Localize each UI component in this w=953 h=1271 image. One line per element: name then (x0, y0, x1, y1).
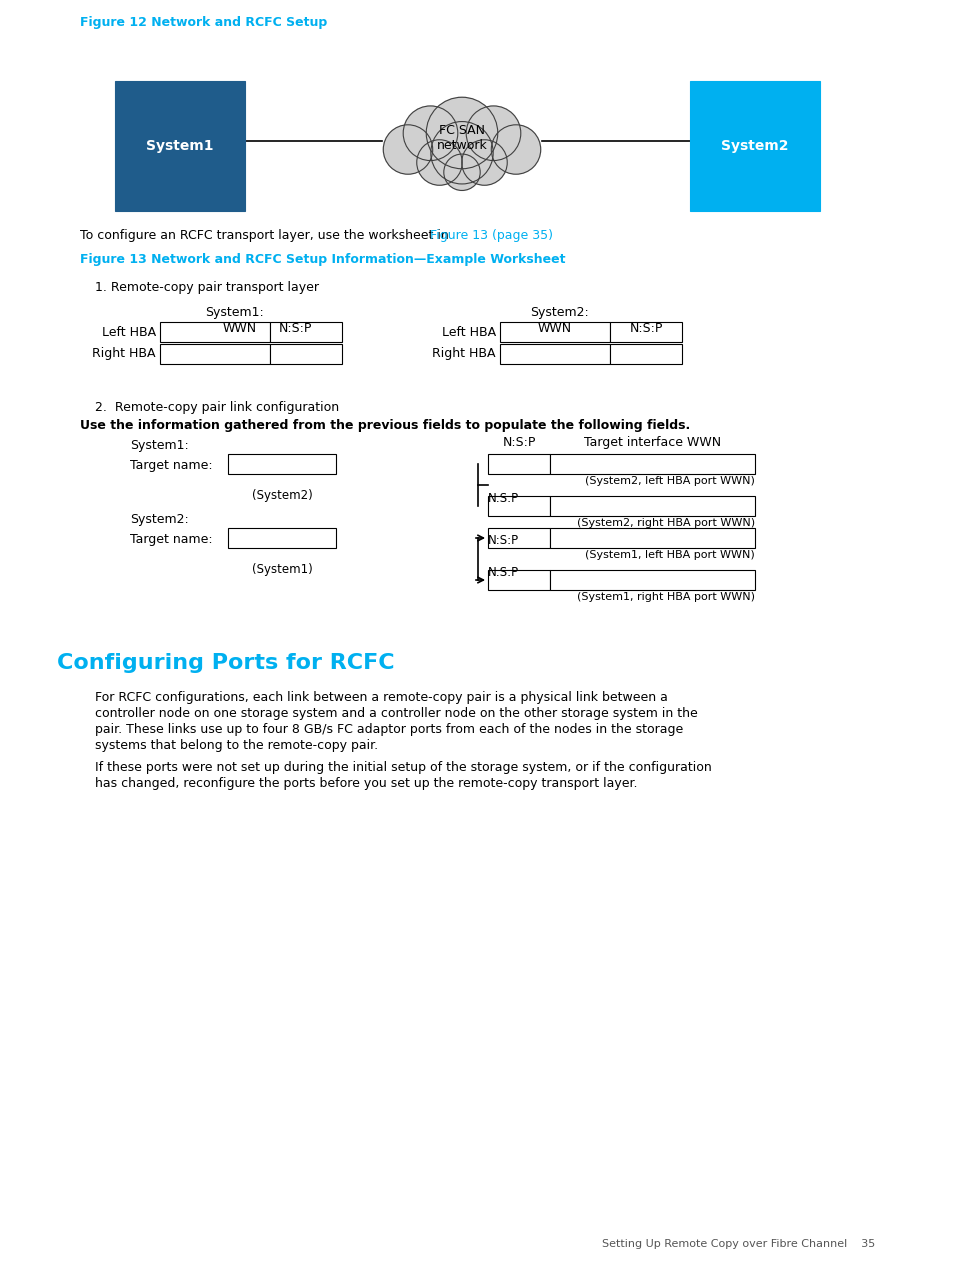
Bar (488, 569, 550, 590)
Bar (488, 454, 550, 474)
Text: has changed, reconfigure the ports before you set up the remote-copy transport l: has changed, reconfigure the ports befor… (95, 777, 637, 791)
Bar (550, 454, 754, 474)
Text: System1:: System1: (130, 438, 189, 452)
Text: System1: System1 (146, 139, 213, 153)
Bar (609, 344, 681, 364)
Text: Left HBA: Left HBA (102, 325, 156, 338)
Bar (609, 322, 681, 342)
Text: Right HBA: Right HBA (432, 347, 496, 361)
Bar (550, 569, 754, 590)
Bar (499, 322, 609, 342)
Text: WWN: WWN (223, 322, 256, 336)
Text: System2:: System2: (130, 513, 189, 526)
Text: controller node on one storage system and a controller node on the other storage: controller node on one storage system an… (95, 707, 697, 719)
Circle shape (403, 105, 457, 160)
Circle shape (443, 154, 479, 191)
Bar (499, 344, 609, 364)
Bar (488, 527, 550, 548)
Circle shape (383, 125, 433, 174)
Text: (System1): (System1) (252, 563, 312, 576)
Text: Use the information gathered from the previous fields to populate the following : Use the information gathered from the pr… (80, 419, 690, 432)
Text: pair. These links use up to four 8 GB/s FC adaptor ports from each of the nodes : pair. These links use up to four 8 GB/s … (95, 723, 682, 736)
Bar (550, 496, 754, 516)
Text: System1:: System1: (205, 306, 263, 319)
Circle shape (431, 122, 493, 184)
Bar (228, 454, 335, 474)
Bar (550, 527, 754, 548)
Bar (115, 81, 245, 211)
Circle shape (466, 105, 520, 160)
Bar (270, 344, 341, 364)
Text: 1. Remote-copy pair transport layer: 1. Remote-copy pair transport layer (95, 281, 318, 294)
Text: Figure 13 Network and RCFC Setup Information—Example Worksheet: Figure 13 Network and RCFC Setup Informa… (80, 253, 565, 266)
Text: Target interface WWN: Target interface WWN (583, 436, 720, 449)
Circle shape (416, 140, 462, 186)
Bar (160, 344, 270, 364)
Text: Configuring Ports for RCFC: Configuring Ports for RCFC (57, 653, 395, 674)
Text: Figure 13 (page 35): Figure 13 (page 35) (430, 229, 553, 241)
Bar (160, 322, 270, 342)
Text: WWN: WWN (537, 322, 572, 336)
Text: N:S:P: N:S:P (629, 322, 662, 336)
Bar (228, 527, 335, 548)
Text: N:S:P: N:S:P (278, 322, 312, 336)
Text: (System2, right HBA port WWN): (System2, right HBA port WWN) (577, 519, 754, 527)
Text: FC SAN
network: FC SAN network (436, 125, 487, 153)
Circle shape (426, 98, 497, 169)
Text: Target name:: Target name: (130, 533, 213, 547)
Text: To configure an RCFC transport layer, use the worksheet in: To configure an RCFC transport layer, us… (80, 229, 453, 241)
Text: System2: System2 (720, 139, 788, 153)
Bar (488, 496, 550, 516)
Text: 2.  Remote-copy pair link configuration: 2. Remote-copy pair link configuration (95, 400, 338, 414)
Text: N:S:P: N:S:P (488, 492, 518, 505)
Bar (689, 81, 820, 211)
Text: (System1, right HBA port WWN): (System1, right HBA port WWN) (577, 592, 754, 602)
Text: systems that belong to the remote-copy pair.: systems that belong to the remote-copy p… (95, 738, 377, 752)
Text: N:S:P: N:S:P (488, 566, 518, 580)
Text: (System2, left HBA port WWN): (System2, left HBA port WWN) (584, 477, 754, 486)
Circle shape (491, 125, 540, 174)
Circle shape (461, 140, 507, 186)
Text: If these ports were not set up during the initial setup of the storage system, o: If these ports were not set up during th… (95, 761, 711, 774)
Text: System2:: System2: (530, 306, 588, 319)
Text: N:S:P: N:S:P (502, 436, 536, 449)
Text: (System2): (System2) (252, 489, 312, 502)
Text: Target name:: Target name: (130, 459, 213, 472)
Text: Right HBA: Right HBA (92, 347, 156, 361)
Text: Figure 12 Network and RCFC Setup: Figure 12 Network and RCFC Setup (80, 17, 327, 29)
Text: (System1, left HBA port WWN): (System1, left HBA port WWN) (584, 550, 754, 561)
Text: For RCFC configurations, each link between a remote-copy pair is a physical link: For RCFC configurations, each link betwe… (95, 691, 667, 704)
Text: Setting Up Remote Copy over Fibre Channel    35: Setting Up Remote Copy over Fibre Channe… (601, 1239, 874, 1249)
Text: Left HBA: Left HBA (441, 325, 496, 338)
Bar (270, 322, 341, 342)
Text: N:S:P: N:S:P (488, 534, 518, 547)
